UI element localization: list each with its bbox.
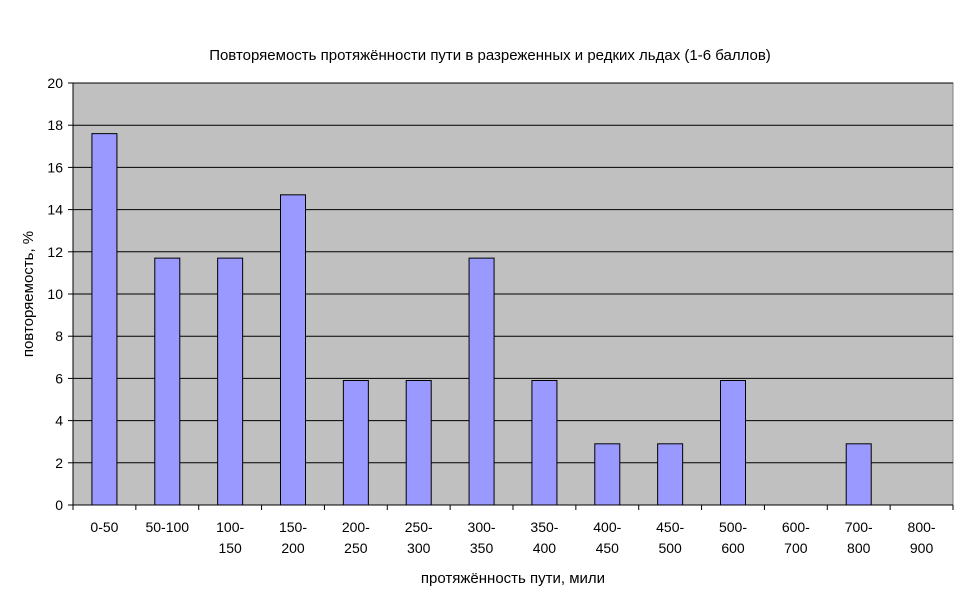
x-tick-label-line: 100- bbox=[216, 519, 244, 535]
x-tick-label: 500- 600 bbox=[719, 519, 747, 556]
bar bbox=[657, 443, 684, 506]
x-tick-label-line: 400 bbox=[533, 540, 557, 556]
y-tick-label: 2 bbox=[55, 455, 63, 471]
x-tick-label-line: 250- bbox=[405, 519, 433, 535]
x-tick-label: 350- 400 bbox=[530, 519, 558, 556]
x-tick-label: 0-50 bbox=[90, 519, 118, 535]
chart-title: Повторяемость протяжённости пути в разре… bbox=[209, 47, 771, 64]
x-tick-label: 600- 700 bbox=[782, 519, 810, 556]
x-tick-label-line: 300 bbox=[407, 540, 431, 556]
x-tick-label: 150- 200 bbox=[279, 519, 307, 556]
x-tick-label-line: 350 bbox=[470, 540, 494, 556]
x-tick-label-line: 300- bbox=[468, 519, 496, 535]
x-axis-title: протяжённость пути, мили bbox=[421, 570, 605, 587]
x-tick-label-line: 0-50 bbox=[90, 519, 118, 535]
y-tick-label: 8 bbox=[55, 328, 63, 344]
y-tick-label: 16 bbox=[47, 159, 63, 175]
x-tick-label-line: 450 bbox=[596, 540, 620, 556]
x-tick-label: 700- 800 bbox=[845, 519, 873, 556]
x-tick-label: 100- 150 bbox=[216, 519, 244, 556]
y-tick-label: 0 bbox=[55, 497, 63, 513]
x-tick-label-line: 500- bbox=[719, 519, 747, 535]
x-tick-label-line: 700 bbox=[784, 540, 808, 556]
bar bbox=[468, 257, 495, 506]
axes bbox=[68, 82, 954, 510]
y-tick-label: 4 bbox=[55, 413, 63, 429]
x-tick-label-line: 250 bbox=[344, 540, 368, 556]
x-tick-label-line: 150 bbox=[218, 540, 242, 556]
x-tick-label: 200- 250 bbox=[342, 519, 370, 556]
x-tick-label-line: 700- bbox=[845, 519, 873, 535]
bar bbox=[91, 133, 118, 506]
y-axis-title: повторяемость, % bbox=[20, 231, 37, 357]
y-tick-label: 6 bbox=[55, 370, 63, 386]
bar bbox=[405, 380, 432, 506]
x-tick-label-line: 600 bbox=[721, 540, 745, 556]
y-tick-label: 18 bbox=[47, 117, 63, 133]
y-tick-label: 12 bbox=[47, 244, 63, 260]
bar bbox=[845, 443, 872, 506]
bar bbox=[531, 380, 558, 506]
x-tick-label-line: 800- bbox=[908, 519, 936, 535]
x-tick-label-line: 200- bbox=[342, 519, 370, 535]
x-tick-label: 250- 300 bbox=[405, 519, 433, 556]
x-tick-label-line: 800 bbox=[847, 540, 871, 556]
x-tick-label: 400- 450 bbox=[593, 519, 621, 556]
x-tick-label: 450- 500 bbox=[656, 519, 684, 556]
x-tick-label-line: 600- bbox=[782, 519, 810, 535]
bar bbox=[154, 257, 181, 506]
bar bbox=[594, 443, 621, 506]
x-tick-label-line: 200 bbox=[281, 540, 305, 556]
x-tick-label-line: 150- bbox=[279, 519, 307, 535]
bar bbox=[342, 380, 369, 506]
x-tick-labels: 0-50 50-100 100- 150 150- 200 200- 250 250- 300 30… bbox=[90, 519, 936, 556]
x-tick-label-line: 500 bbox=[658, 540, 682, 556]
x-tick-label-line: 400- bbox=[593, 519, 621, 535]
y-tick-label: 20 bbox=[47, 75, 63, 91]
x-tick-label-line: 350- bbox=[530, 519, 558, 535]
x-tick-label-line: 50-100 bbox=[145, 519, 189, 535]
y-tick-label: 14 bbox=[47, 202, 63, 218]
x-tick-label: 800- 900 bbox=[908, 519, 936, 556]
x-tick-label: 300- 350 bbox=[468, 519, 496, 556]
y-tick-labels: 0 2 4 6 8 10 12 14 16 18 20 bbox=[47, 75, 63, 513]
y-tick-label: 10 bbox=[47, 286, 63, 302]
bar bbox=[217, 257, 244, 506]
x-tick-label-line: 450- bbox=[656, 519, 684, 535]
bar bbox=[720, 380, 746, 506]
x-tick-label: 50-100 bbox=[145, 519, 189, 535]
bar bbox=[280, 194, 306, 506]
x-tick-label-line: 900 bbox=[910, 540, 934, 556]
